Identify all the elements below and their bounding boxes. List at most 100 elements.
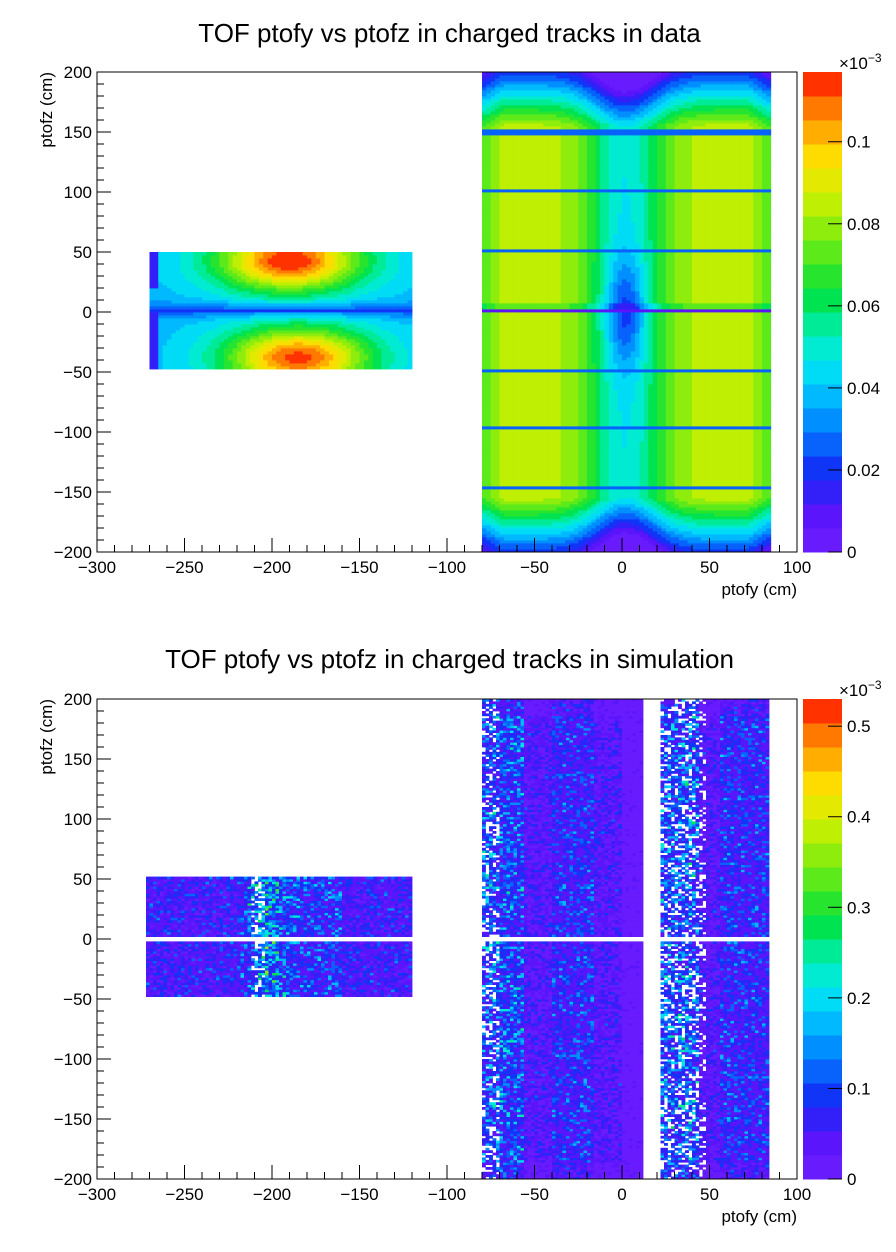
heatmap-cell xyxy=(491,468,496,471)
heatmap-cell xyxy=(504,513,509,516)
heatmap-cell xyxy=(281,282,286,285)
heatmap-cell xyxy=(504,141,509,144)
heatmap-cell xyxy=(163,348,168,351)
heatmap-cell xyxy=(246,276,251,279)
heatmap-cell xyxy=(521,87,526,90)
heatmap-cell xyxy=(543,150,548,153)
heatmap-cell xyxy=(224,363,229,366)
heatmap-cell xyxy=(220,366,225,369)
heatmap-cell xyxy=(298,354,303,357)
heatmap-cell xyxy=(482,144,487,147)
heatmap-cell xyxy=(233,342,238,345)
heatmap-cell xyxy=(486,462,491,465)
heatmap-cell xyxy=(539,132,544,135)
heatmap-cell xyxy=(202,276,207,279)
heatmap-cell xyxy=(521,453,526,456)
heatmap-cell xyxy=(517,447,522,450)
heatmap-cell xyxy=(552,324,557,327)
heatmap-cell xyxy=(495,324,500,327)
heatmap-cell xyxy=(513,183,518,186)
heatmap-cell xyxy=(281,258,286,261)
heatmap-cell xyxy=(535,489,540,492)
heatmap-cell xyxy=(377,282,382,285)
heatmap-cell xyxy=(329,327,334,330)
heatmap-cell xyxy=(526,327,531,330)
heatmap-cell xyxy=(517,297,522,300)
heatmap-cell xyxy=(246,363,251,366)
heatmap-cell xyxy=(342,291,347,294)
heatmap-cell xyxy=(259,366,264,369)
heatmap-cell xyxy=(530,513,535,516)
heatmap-cell xyxy=(521,153,526,156)
heatmap-cell xyxy=(482,480,487,483)
heatmap-cell xyxy=(517,276,522,279)
heatmap-cell xyxy=(539,174,544,177)
heatmap-cell xyxy=(486,249,491,252)
heatmap-cell xyxy=(482,441,487,444)
heatmap-cell xyxy=(202,264,207,267)
heatmap-cell xyxy=(250,267,255,270)
heatmap-cell xyxy=(517,228,522,231)
heatmap-cell xyxy=(329,351,334,354)
heatmap-cell xyxy=(193,267,198,270)
heatmap-cell xyxy=(543,180,548,183)
heatmap-cell xyxy=(521,240,526,243)
heatmap-cell xyxy=(268,288,273,291)
heatmap-cell xyxy=(228,309,233,312)
heatmap-cell xyxy=(500,225,505,228)
heatmap-cell xyxy=(338,345,343,348)
heatmap-cell xyxy=(495,351,500,354)
heatmap-cell xyxy=(198,264,203,267)
heatmap-cell xyxy=(316,342,321,345)
heatmap-cell xyxy=(504,429,509,432)
heatmap-cell xyxy=(500,144,505,147)
heatmap-cell xyxy=(539,108,544,111)
heatmap-cell xyxy=(482,132,487,135)
heatmap-cell xyxy=(508,105,513,108)
heatmap-cell xyxy=(504,321,509,324)
heatmap-cell xyxy=(163,327,168,330)
heatmap-cell xyxy=(539,330,544,333)
heatmap-cell xyxy=(215,354,220,357)
heatmap-cell xyxy=(552,360,557,363)
heatmap-cell xyxy=(185,303,190,306)
heatmap-cell xyxy=(381,297,386,300)
heatmap-cell xyxy=(215,324,220,327)
heatmap-cell xyxy=(255,315,260,318)
heatmap-cell xyxy=(285,333,290,336)
heatmap-cell xyxy=(535,480,540,483)
heatmap-cell xyxy=(508,330,513,333)
heatmap-cell xyxy=(351,330,356,333)
heatmap-cell xyxy=(517,96,522,99)
heatmap-cell xyxy=(482,378,487,381)
heatmap-cell xyxy=(215,282,220,285)
heatmap-cell xyxy=(521,330,526,333)
heatmap-cell xyxy=(176,258,181,261)
heatmap-cell xyxy=(320,342,325,345)
heatmap-cell xyxy=(329,315,334,318)
heatmap-cell xyxy=(513,72,518,75)
heatmap-cell xyxy=(513,489,518,492)
heatmap-cell xyxy=(530,471,535,474)
heatmap-cell xyxy=(517,369,522,372)
heatmap-cell xyxy=(355,294,360,297)
heatmap-cell xyxy=(486,519,491,522)
heatmap-cell xyxy=(220,288,225,291)
heatmap-cell xyxy=(285,342,290,345)
heatmap-cell xyxy=(368,330,373,333)
heatmap-cell xyxy=(486,162,491,165)
heatmap-cell xyxy=(548,186,553,189)
heatmap-cell xyxy=(548,522,553,525)
heatmap-cell xyxy=(390,318,395,321)
heatmap-cell xyxy=(491,261,496,264)
heatmap-cell xyxy=(513,429,518,432)
heatmap-cell xyxy=(508,336,513,339)
heatmap-cell xyxy=(399,276,404,279)
heatmap-cell xyxy=(355,264,360,267)
heatmap-cell xyxy=(539,75,544,78)
heatmap-cell xyxy=(158,252,163,255)
heatmap-cell xyxy=(482,525,487,528)
heatmap-cell xyxy=(526,450,531,453)
heatmap-cell xyxy=(482,261,487,264)
heatmap-cell xyxy=(504,516,509,519)
